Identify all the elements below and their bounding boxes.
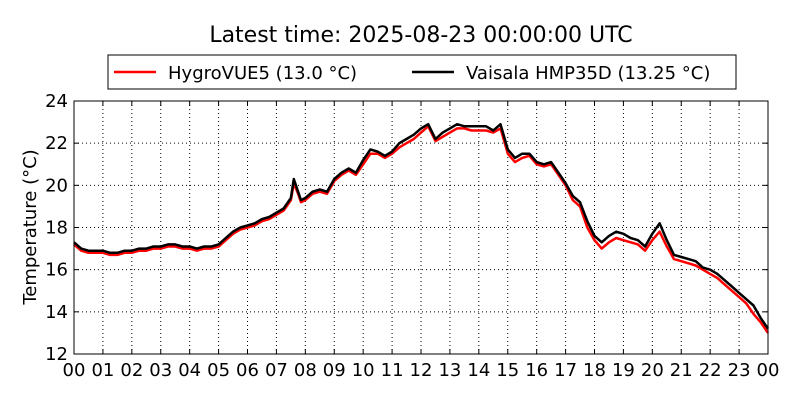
y-tick-label: 22: [45, 133, 68, 154]
x-tick-label: 00: [63, 360, 86, 381]
x-tick-label: 04: [178, 360, 201, 381]
x-tick-label: 14: [467, 360, 490, 381]
series-line-hygrovue5: [73, 125, 770, 334]
x-tick-label: 07: [265, 360, 288, 381]
x-tick-label: 06: [236, 360, 259, 381]
x-tick-label: 12: [410, 360, 433, 381]
y-tick-label: 24: [45, 91, 68, 112]
x-tick-label: 15: [496, 360, 519, 381]
series-line-vaisala: [73, 122, 770, 330]
chart-title: Latest time: 2025-08-23 00:00:00 UTC: [209, 23, 632, 48]
x-tick-label: 17: [554, 360, 577, 381]
plot-frame: [73, 100, 769, 355]
x-tick-label: 16: [525, 360, 548, 381]
legend-label-hygrovue5: HygroVUE5 (13.0 °C): [168, 63, 357, 84]
axis-ticks: 00 01 02 03 04 05 06 07 08 09 10 11 12 13 14 15 16 17 18 19…: [45, 91, 779, 381]
x-tick-label: 03: [149, 360, 172, 381]
x-tick-label: 20: [641, 360, 664, 381]
x-tick-label: 08: [294, 360, 317, 381]
x-tick-label: 02: [120, 360, 143, 381]
y-tick-label: 20: [45, 175, 68, 196]
plot-area: [73, 122, 770, 334]
y-axis-label: Temperature (°C): [20, 149, 41, 305]
x-tick-label: 19: [612, 360, 635, 381]
x-tick-label: 09: [323, 360, 346, 381]
x-tick-label: 00: [757, 360, 780, 381]
x-tick-label: 13: [438, 360, 461, 381]
y-tick-label: 14: [45, 302, 68, 323]
y-tick-label: 16: [45, 260, 68, 281]
y-tick-label: 12: [45, 344, 68, 365]
x-tick-label: 22: [699, 360, 722, 381]
x-tick-label: 05: [207, 360, 230, 381]
legend-label-vaisala: Vaisala HMP35D (13.25 °C): [466, 63, 710, 84]
x-tick-label: 11: [381, 360, 404, 381]
legend: HygroVUE5 (13.0 °C) Vaisala HMP35D (13.2…: [107, 54, 737, 90]
x-tick-label: 18: [583, 360, 606, 381]
x-tick-label: 21: [670, 360, 693, 381]
x-tick-label: 10: [352, 360, 375, 381]
grid-lines: [74, 101, 768, 354]
y-tick-label: 18: [45, 218, 68, 239]
x-tick-label: 01: [91, 360, 114, 381]
x-tick-label: 23: [728, 360, 751, 381]
